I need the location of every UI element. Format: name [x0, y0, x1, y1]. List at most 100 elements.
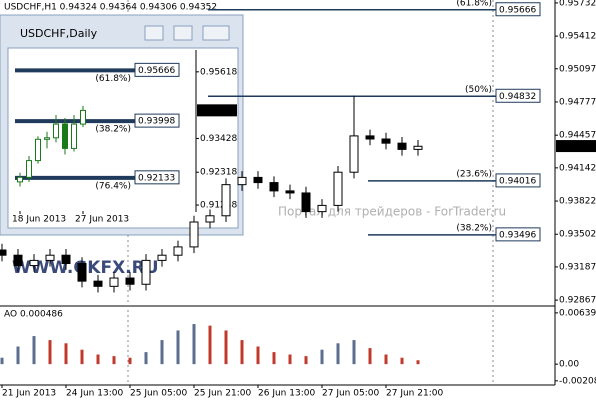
fib-price-label: 0.93496 — [499, 230, 536, 240]
y-tick-label: -0.00208 — [559, 376, 596, 386]
y-tick-label: 0.94457 — [559, 131, 596, 141]
ao-bar — [288, 354, 292, 365]
fib-price-label: 0.93998 — [138, 117, 175, 127]
y-tick-label: 0.93428 — [200, 134, 237, 144]
ao-bar — [160, 340, 164, 365]
y-tick-label: 0.94142 — [559, 163, 596, 173]
candle-body — [0, 249, 7, 256]
minimize-button[interactable] — [144, 25, 164, 41]
ao-bar — [80, 349, 84, 365]
fib-price-box — [495, 173, 541, 188]
ao-bar — [400, 357, 404, 365]
close-button[interactable] — [202, 25, 230, 41]
candle-body — [26, 160, 32, 178]
candle-body — [253, 176, 263, 184]
ao-bar — [272, 352, 276, 365]
fib-price-label: 0.95666 — [138, 66, 175, 76]
x-tick-label: 27 Jun 2013 — [75, 215, 129, 225]
ao-bar — [64, 343, 68, 365]
ao-bar — [240, 340, 244, 365]
candle-body — [285, 190, 295, 194]
chart-title: USDCHF,H1 0.94324 0.94364 0.94306 0.9435… — [4, 3, 217, 13]
ao-bar — [352, 340, 356, 365]
current-price-label: 0.94352 — [199, 106, 236, 116]
candle-body — [301, 192, 311, 213]
ao-bar — [16, 346, 20, 365]
candle-body — [333, 171, 343, 206]
current-price-box — [556, 140, 596, 153]
ao-bar — [320, 349, 324, 365]
candle-body — [413, 145, 423, 150]
ao-bar — [96, 354, 100, 365]
y-tick-label: 0.95412 — [559, 32, 596, 42]
candle-body — [109, 277, 119, 287]
fib-price-box — [134, 62, 180, 77]
candle-body — [365, 135, 375, 140]
ao-bar — [0, 357, 4, 365]
candle-body — [157, 254, 167, 261]
y-tick-label: 0.93502 — [559, 230, 596, 240]
y-tick-label: 0.95618 — [200, 67, 237, 77]
ao-bar — [48, 340, 52, 365]
ao-bar — [208, 325, 212, 365]
candle-body — [173, 246, 183, 256]
fib-price-box — [134, 170, 180, 185]
y-tick-label: 0.92318 — [200, 168, 237, 178]
ao-bar — [32, 336, 36, 365]
x-tick-label: 26 Jun 13:00 — [258, 389, 315, 399]
candle-body — [221, 184, 231, 217]
candle-body — [349, 135, 359, 173]
fib-level-label: (76.4%) — [95, 181, 131, 191]
candle-body — [44, 137, 50, 140]
fib-level-label: (23.6%) — [456, 169, 492, 179]
candle-body — [17, 176, 23, 183]
ao-bar — [384, 354, 388, 365]
fib-price-label: 0.92133 — [138, 173, 175, 183]
fib-price-box — [495, 227, 541, 242]
candle-body — [29, 259, 39, 267]
ao-bar — [144, 352, 148, 365]
candle-body — [125, 277, 135, 285]
current-price-label: 0.94352 — [558, 142, 595, 152]
ao-bar — [112, 356, 116, 365]
y-tick-label: 0.93822 — [559, 197, 596, 207]
candle-body — [35, 138, 41, 162]
watermark: Портал для трейдеров - ForTrader.ru — [278, 205, 506, 219]
candle-body — [61, 254, 71, 265]
fib-level-label: (50%) — [465, 85, 492, 95]
y-tick-label: 0.95732 — [559, 0, 596, 8]
candle-body — [53, 123, 59, 139]
candle-body — [205, 215, 215, 223]
y-tick-label: 0.93187 — [559, 262, 596, 272]
y-tick-label: 0.00 — [559, 360, 579, 370]
y-tick-label: 0.006392 — [559, 308, 596, 318]
maximize-button[interactable] — [173, 25, 193, 41]
y-tick-label: 0.91238 — [200, 201, 237, 211]
ao-bar — [224, 330, 228, 365]
candle-body — [13, 254, 23, 267]
candle-body — [62, 123, 68, 149]
fib-level-label: (38.2%) — [95, 125, 131, 135]
x-tick-label: 18 Jun 2013 — [12, 215, 66, 225]
candle-body — [141, 259, 151, 285]
ao-bar — [416, 360, 420, 365]
fib-price-box — [134, 113, 180, 128]
y-tick-label: 0.92867 — [559, 296, 596, 306]
candle-body — [397, 142, 407, 150]
ao-bar — [256, 346, 260, 365]
ao-bar — [128, 357, 132, 365]
inset-window: USDCHF,Daily 0.95618 0.93428 0.92318 0.9123… — [0, 14, 244, 236]
candle-body — [189, 221, 199, 248]
y-tick-label: 0.94777 — [559, 97, 596, 107]
candle-body — [381, 138, 391, 144]
candle-body — [71, 123, 77, 149]
x-tick-label: 21 Jun 2013 — [2, 389, 56, 399]
candle-body — [77, 263, 87, 282]
x-tick-label: 25 Jun 21:00 — [194, 389, 251, 399]
candle-body — [45, 254, 55, 261]
candle-body — [93, 280, 103, 287]
fib-price-label: 0.94832 — [499, 92, 536, 102]
ao-bar — [336, 343, 340, 365]
candle-body — [269, 182, 279, 192]
